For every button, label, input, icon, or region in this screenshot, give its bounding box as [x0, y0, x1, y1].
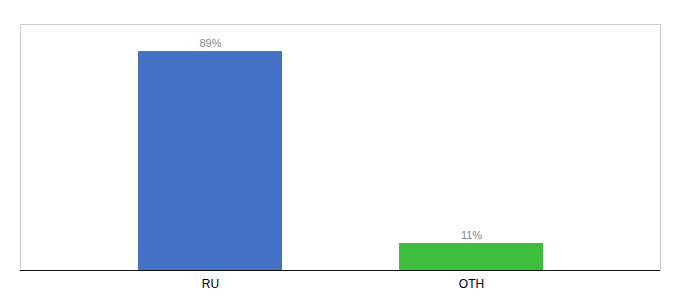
svg-text:RU: RU	[202, 277, 219, 291]
svg-text:OTH: OTH	[459, 277, 484, 291]
svg-text:11%: 11%	[461, 229, 482, 241]
svg-text:89%: 89%	[199, 37, 221, 49]
